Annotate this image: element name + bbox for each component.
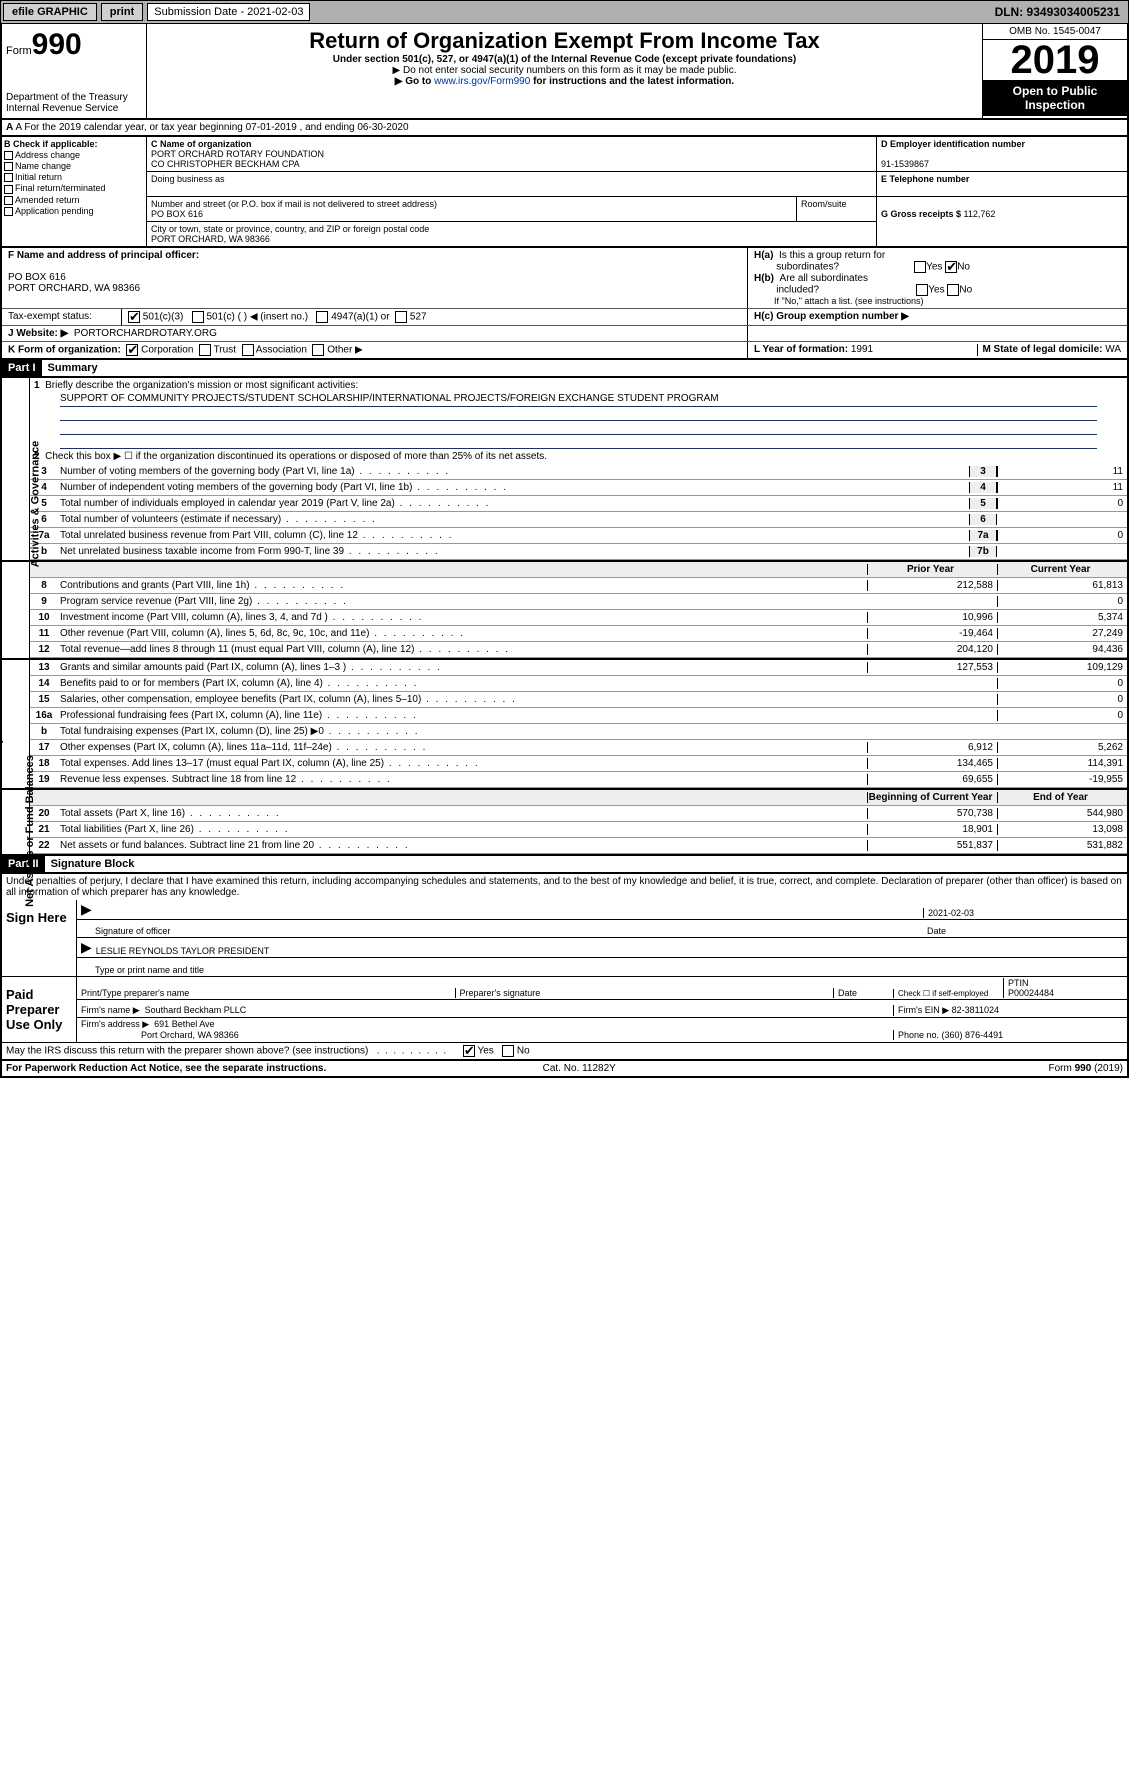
part1-header: Part I Summary bbox=[0, 360, 1129, 378]
header-left: Form990 Department of the Treasury Inter… bbox=[2, 24, 147, 118]
top-toolbar: efile GRAPHIC print Submission Date - 20… bbox=[0, 0, 1129, 24]
row-a-tax-year: A A For the 2019 calendar year, or tax y… bbox=[0, 120, 1129, 137]
col-b-checkboxes: B Check if applicable: Address change Na… bbox=[2, 137, 147, 246]
part1-body: Activities & Governance 1 Briefly descri… bbox=[0, 378, 1129, 562]
header-right: OMB No. 1545-0047 2019 Open to Public In… bbox=[982, 24, 1127, 118]
dln-label: DLN: 93493034005231 bbox=[995, 5, 1126, 19]
col-d-ein: D Employer identification number91-15398… bbox=[877, 137, 1127, 246]
signature-block: Under penalties of perjury, I declare th… bbox=[0, 874, 1129, 1061]
form-header: Form990 Department of the Treasury Inter… bbox=[0, 24, 1129, 120]
form-title: Return of Organization Exempt From Incom… bbox=[151, 28, 978, 54]
instructions-link[interactable]: www.irs.gov/Form990 bbox=[434, 76, 530, 87]
section-f-to-k: F Name and address of principal officer:… bbox=[0, 248, 1129, 360]
submission-date: Submission Date - 2021-02-03 bbox=[147, 3, 310, 21]
page-footer: For Paperwork Reduction Act Notice, see … bbox=[0, 1061, 1129, 1078]
block-entity-info: B Check if applicable: Address change Na… bbox=[0, 137, 1129, 248]
print-button[interactable]: print bbox=[101, 3, 143, 21]
efile-button[interactable]: efile GRAPHIC bbox=[3, 3, 97, 21]
part2-header: Part II Signature Block bbox=[0, 856, 1129, 874]
header-center: Return of Organization Exempt From Incom… bbox=[147, 24, 982, 118]
col-c-name-address: C Name of organizationPORT ORCHARD ROTAR… bbox=[147, 137, 1127, 246]
